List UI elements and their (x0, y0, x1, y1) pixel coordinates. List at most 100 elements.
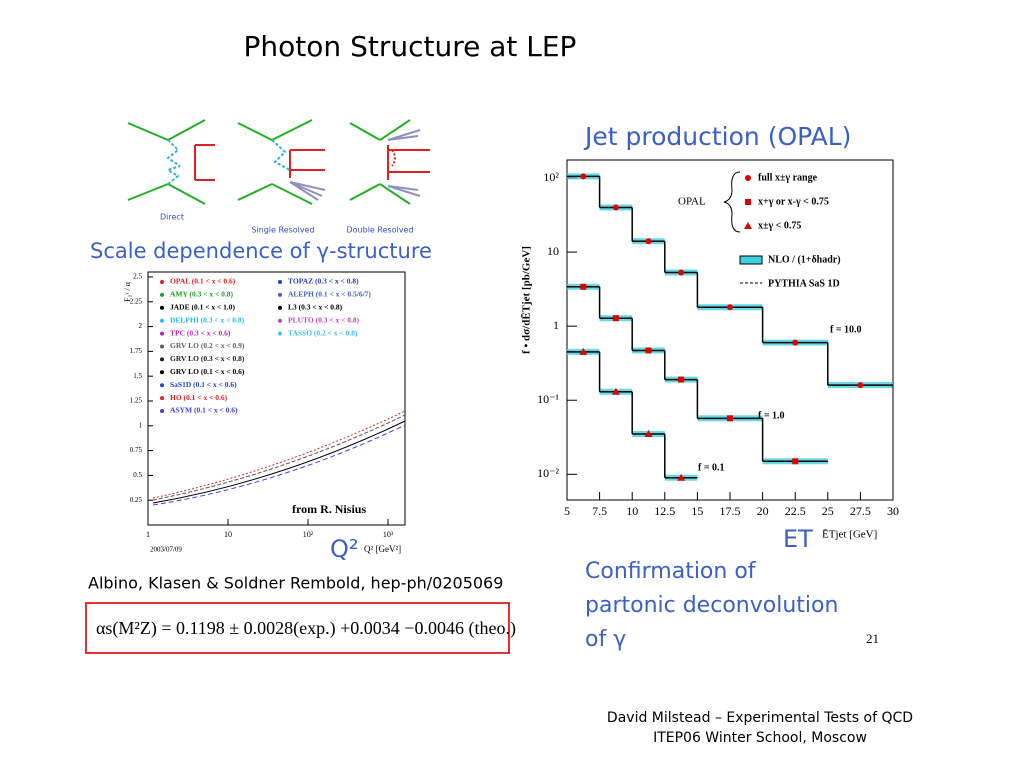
legend-marker (278, 305, 282, 310)
legend-label: TOPAZ (0.3 < x < 0.8) (288, 277, 359, 286)
x-tick-label: 30 (887, 504, 899, 518)
data-point (645, 238, 652, 245)
theory-curve (152, 410, 406, 499)
legend-label: GRV LO (0.2 < x < 0.9) (170, 341, 245, 350)
x-tick-label: 17.5 (720, 504, 741, 518)
x-tick-label: 5 (564, 504, 570, 518)
y-tick-label: 10⁻¹ (537, 392, 559, 406)
x-tick-label: 12.5 (654, 504, 675, 518)
data-point (645, 347, 652, 354)
scale-plot: 0.25 0.5 0.75 1 1.25 1.5 1.75 2 2.25 2.5 1 10 10² 10³… (130, 273, 406, 539)
data-point (644, 430, 653, 438)
x-tick-label: 20 (757, 504, 769, 518)
note-line: partonic deconvolution (585, 593, 838, 618)
legend-label: x±γ < 0.75 (758, 220, 801, 231)
legend-label: TASSO (0.2 < x < 0.8) (288, 328, 358, 337)
x-tick-label: 10³ (383, 530, 394, 539)
y-tick-label: 1 (139, 421, 143, 429)
legend-label: full x±γ range (758, 172, 818, 183)
data-point (727, 304, 733, 311)
legend-label: ASYM (0.1 < x < 0.6) (170, 406, 238, 415)
jet-plot: 10² 10 1 10⁻¹ 10⁻² 5 7.5 10 12.5 15 17.5 20 22.5 25 27… (537, 170, 899, 518)
legend-label: AMY (0.3 < x < 0.8) (170, 290, 234, 299)
formula-box (85, 602, 510, 654)
y-tick-label: 1.5 (133, 372, 142, 380)
y-tick-label: 0.75 (130, 446, 143, 454)
legend-marker (745, 175, 751, 181)
scale-plot-frame (147, 271, 406, 526)
date: 2003/07/09 (150, 546, 182, 554)
chart-title: Jet production (OPAL) (583, 122, 851, 151)
x-axis-label: Q² [GeV²] (364, 544, 401, 554)
y-tick-label: 1.75 (130, 347, 143, 355)
x-axis-big: Q² (330, 535, 359, 563)
y-tick-label: 0.25 (130, 496, 143, 504)
theory-curve (152, 420, 406, 504)
data-point (611, 387, 620, 395)
legend-swatch (739, 255, 763, 265)
legend-label: JADE (0.1 < x < 1.0) (170, 303, 236, 312)
legend-marker (278, 318, 282, 323)
note-line: of γ (585, 627, 626, 652)
legend-label: NLO / (1+δhadr) (768, 254, 841, 265)
y-tick-label: 1.25 (130, 397, 143, 405)
diagram-label: Double Resolved (346, 226, 413, 235)
data-point (612, 204, 619, 211)
y-axis-label: F₂ᵞ / α (123, 281, 132, 302)
footer-line: David Milstead – Experimental Tests of Q… (607, 710, 913, 726)
y-tick-label: 10 (547, 244, 559, 258)
y-tick-label: 10² (543, 170, 559, 184)
legend-label: HO (0.1 < x < 0.6) (170, 393, 228, 402)
data-point (727, 415, 733, 422)
legend-marker (160, 292, 164, 297)
x-tick-label: 22.5 (785, 504, 806, 518)
legend-label: L3 (0.3 < x < 0.8) (288, 303, 343, 312)
legend-marker (160, 331, 164, 336)
x-tick-label: 10 (224, 530, 232, 539)
credit: from R. Nisius (292, 502, 366, 516)
legend-marker (160, 344, 164, 349)
formula: αs(M²Z) = 0.1198 ± 0.0028(exp.) +0.0034 … (96, 618, 516, 639)
x-tick-label: 10² (303, 530, 314, 539)
feynman-diagrams (127, 119, 430, 205)
y-axis-label: f • dσ/dĒTjet [pb/GeV] (521, 246, 533, 354)
series-annotation: f = 0.1 (698, 462, 725, 473)
series-annotation: f = 10.0 (830, 324, 862, 335)
x-tick-label: 27.5 (850, 504, 871, 518)
theory-curve (152, 414, 406, 501)
legend-label: SaS1D (0.1 < x < 0.6) (170, 380, 237, 389)
x-axis-label: ĒTjet [GeV] (822, 529, 877, 541)
legend-marker (278, 280, 282, 284)
data-point (580, 173, 587, 180)
y-tick-label: 0.5 (133, 471, 142, 479)
footer-line: ITEP06 Winter School, Moscow (653, 730, 867, 746)
data-point (612, 315, 619, 322)
data-point (678, 376, 685, 383)
data-point (677, 473, 686, 481)
slide-title: Photon Structure at LEP (244, 30, 577, 63)
legend-label: x+γ or x-γ < 0.75 (758, 196, 829, 207)
legend-marker (160, 280, 164, 284)
series-annotation: f = 1.0 (758, 410, 785, 421)
legend-marker (160, 305, 164, 310)
reference: Albino, Klasen & Soldner Rembold, hep-ph… (88, 574, 503, 593)
legend-label: OPAL (0.1 < x < 0.6) (170, 277, 236, 286)
legend-marker (160, 396, 164, 401)
x-tick-label: 25 (822, 504, 834, 518)
legend-marker (160, 409, 164, 413)
legend-label: PYTHIA SaS 1D (768, 278, 840, 289)
page-number: 21 (866, 631, 879, 646)
y-tick-label: 2.25 (130, 297, 143, 305)
legend-marker (278, 292, 282, 297)
legend-brace (723, 171, 741, 233)
diagram-label: Direct (160, 213, 184, 222)
y-tick-label: 1 (553, 318, 559, 332)
data-point (580, 283, 587, 290)
x-tick-label: 10 (626, 504, 638, 518)
legend-label: ALEPH (0.1 < x < 0.5/6/7) (288, 290, 371, 299)
x-axis-big: ET (783, 525, 813, 553)
data-point (792, 458, 799, 465)
legend-marker (160, 370, 164, 375)
x-tick-label: 7.5 (592, 504, 607, 518)
